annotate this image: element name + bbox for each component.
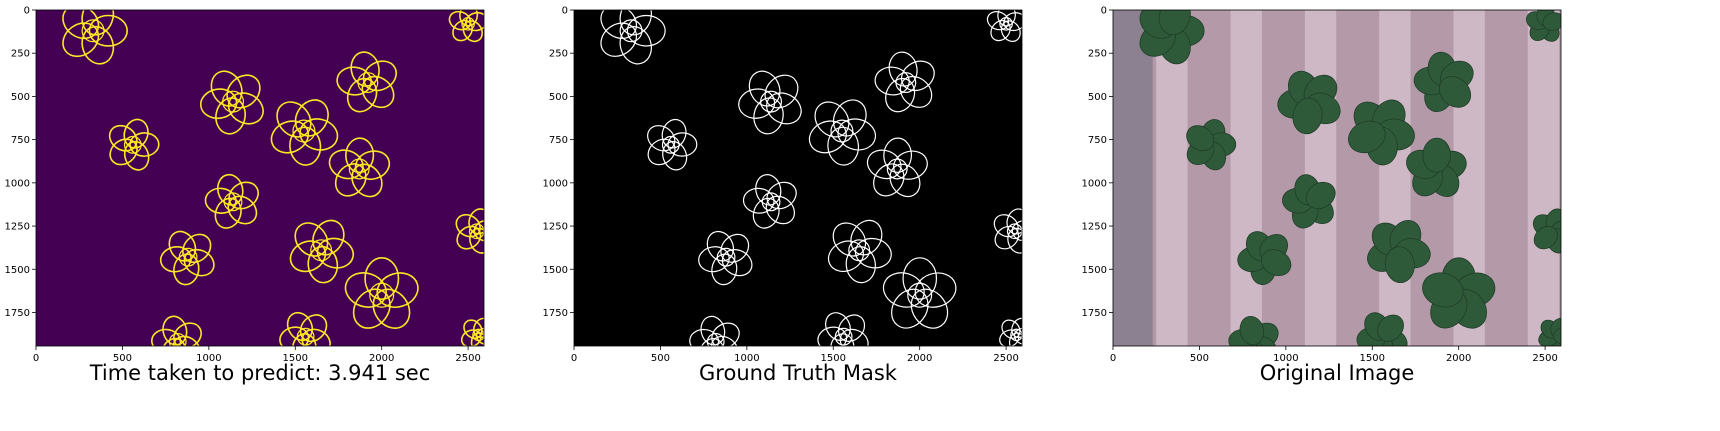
- y-tick-label: 250: [11, 49, 30, 60]
- tray-channel: [1528, 10, 1559, 346]
- y-tick-label: 500: [549, 92, 568, 103]
- y-tick-label: 250: [1088, 49, 1107, 60]
- y-tick-label: 1750: [543, 308, 568, 319]
- original-image-plot: 0 500 1000 1500 2000 250002505007501000125015…: [1077, 0, 1597, 427]
- image-area: [574, 0, 1038, 370]
- y-tick-label: 750: [549, 135, 568, 146]
- x-tick-label: 500: [1190, 353, 1209, 364]
- y-tick-label: 750: [1088, 135, 1107, 146]
- y-tick-label: 1250: [543, 222, 568, 233]
- tray-channel: [1379, 10, 1410, 346]
- y-tick-label: 1750: [1082, 308, 1107, 319]
- image-area: [1113, 0, 1577, 370]
- image-background: [574, 10, 1022, 346]
- y-tick-label: 1500: [5, 265, 30, 276]
- image-background: [36, 10, 484, 346]
- y-tick-label: 750: [11, 135, 30, 146]
- y-tick-label: 0: [1101, 6, 1107, 17]
- panel-ground-truth: 0 500 1000 1500 2000 2500 0 250 500 750 1000 1250 15…: [538, 0, 1058, 427]
- y-tick-label: 250: [549, 49, 568, 60]
- y-tick-label: 500: [11, 92, 30, 103]
- x-tick-label: 500: [651, 353, 670, 364]
- x-tick-label: 2500: [455, 353, 480, 364]
- y-tick-label: 1000: [1082, 178, 1107, 189]
- y-tick-label: 1000: [543, 178, 568, 189]
- image-area: [36, 0, 500, 370]
- y-tick-label: 500: [1088, 92, 1107, 103]
- x-tick-label: 2500: [993, 353, 1018, 364]
- floor-area: [1113, 10, 1153, 346]
- y-tick-label: 1500: [543, 265, 568, 276]
- prediction-plot: 0 500 1000 1500 2000 250002505007501000125015…: [0, 0, 520, 427]
- y-tick-label: 0: [562, 6, 568, 17]
- x-tick-label: 2500: [1532, 353, 1557, 364]
- y-tick-label: 1750: [5, 308, 30, 319]
- x-tick-label: 0: [1110, 353, 1116, 364]
- x-tick-label: 2000: [1446, 353, 1471, 364]
- y-tick-label: 1000: [5, 178, 30, 189]
- panel-caption: Original Image: [1260, 361, 1415, 385]
- panel-prediction: 0 500 1000 1500 2000 2500 0 250 500 750 1000 1250 15…: [0, 0, 520, 427]
- tray-channel: [1231, 10, 1262, 346]
- y-tick-label: 1500: [1082, 265, 1107, 276]
- x-tick-label: 0: [571, 353, 577, 364]
- x-tick-label: 0: [33, 353, 39, 364]
- x-tick-label: 2000: [907, 353, 932, 364]
- panel-caption: Ground Truth Mask: [699, 361, 898, 385]
- ground-truth-plot: 0 500 1000 1500 2000 250002505007501000125015…: [538, 0, 1058, 427]
- y-tick-label: 0: [24, 6, 30, 17]
- y-tick-label: 1250: [1082, 222, 1107, 233]
- y-tick-label: 1250: [5, 222, 30, 233]
- panel-caption: Time taken to predict: 3.941 sec: [89, 361, 431, 385]
- panel-original: 0 500 1000 1500 2000 2500 0 250 500 750 1000 1250 15…: [1077, 0, 1597, 427]
